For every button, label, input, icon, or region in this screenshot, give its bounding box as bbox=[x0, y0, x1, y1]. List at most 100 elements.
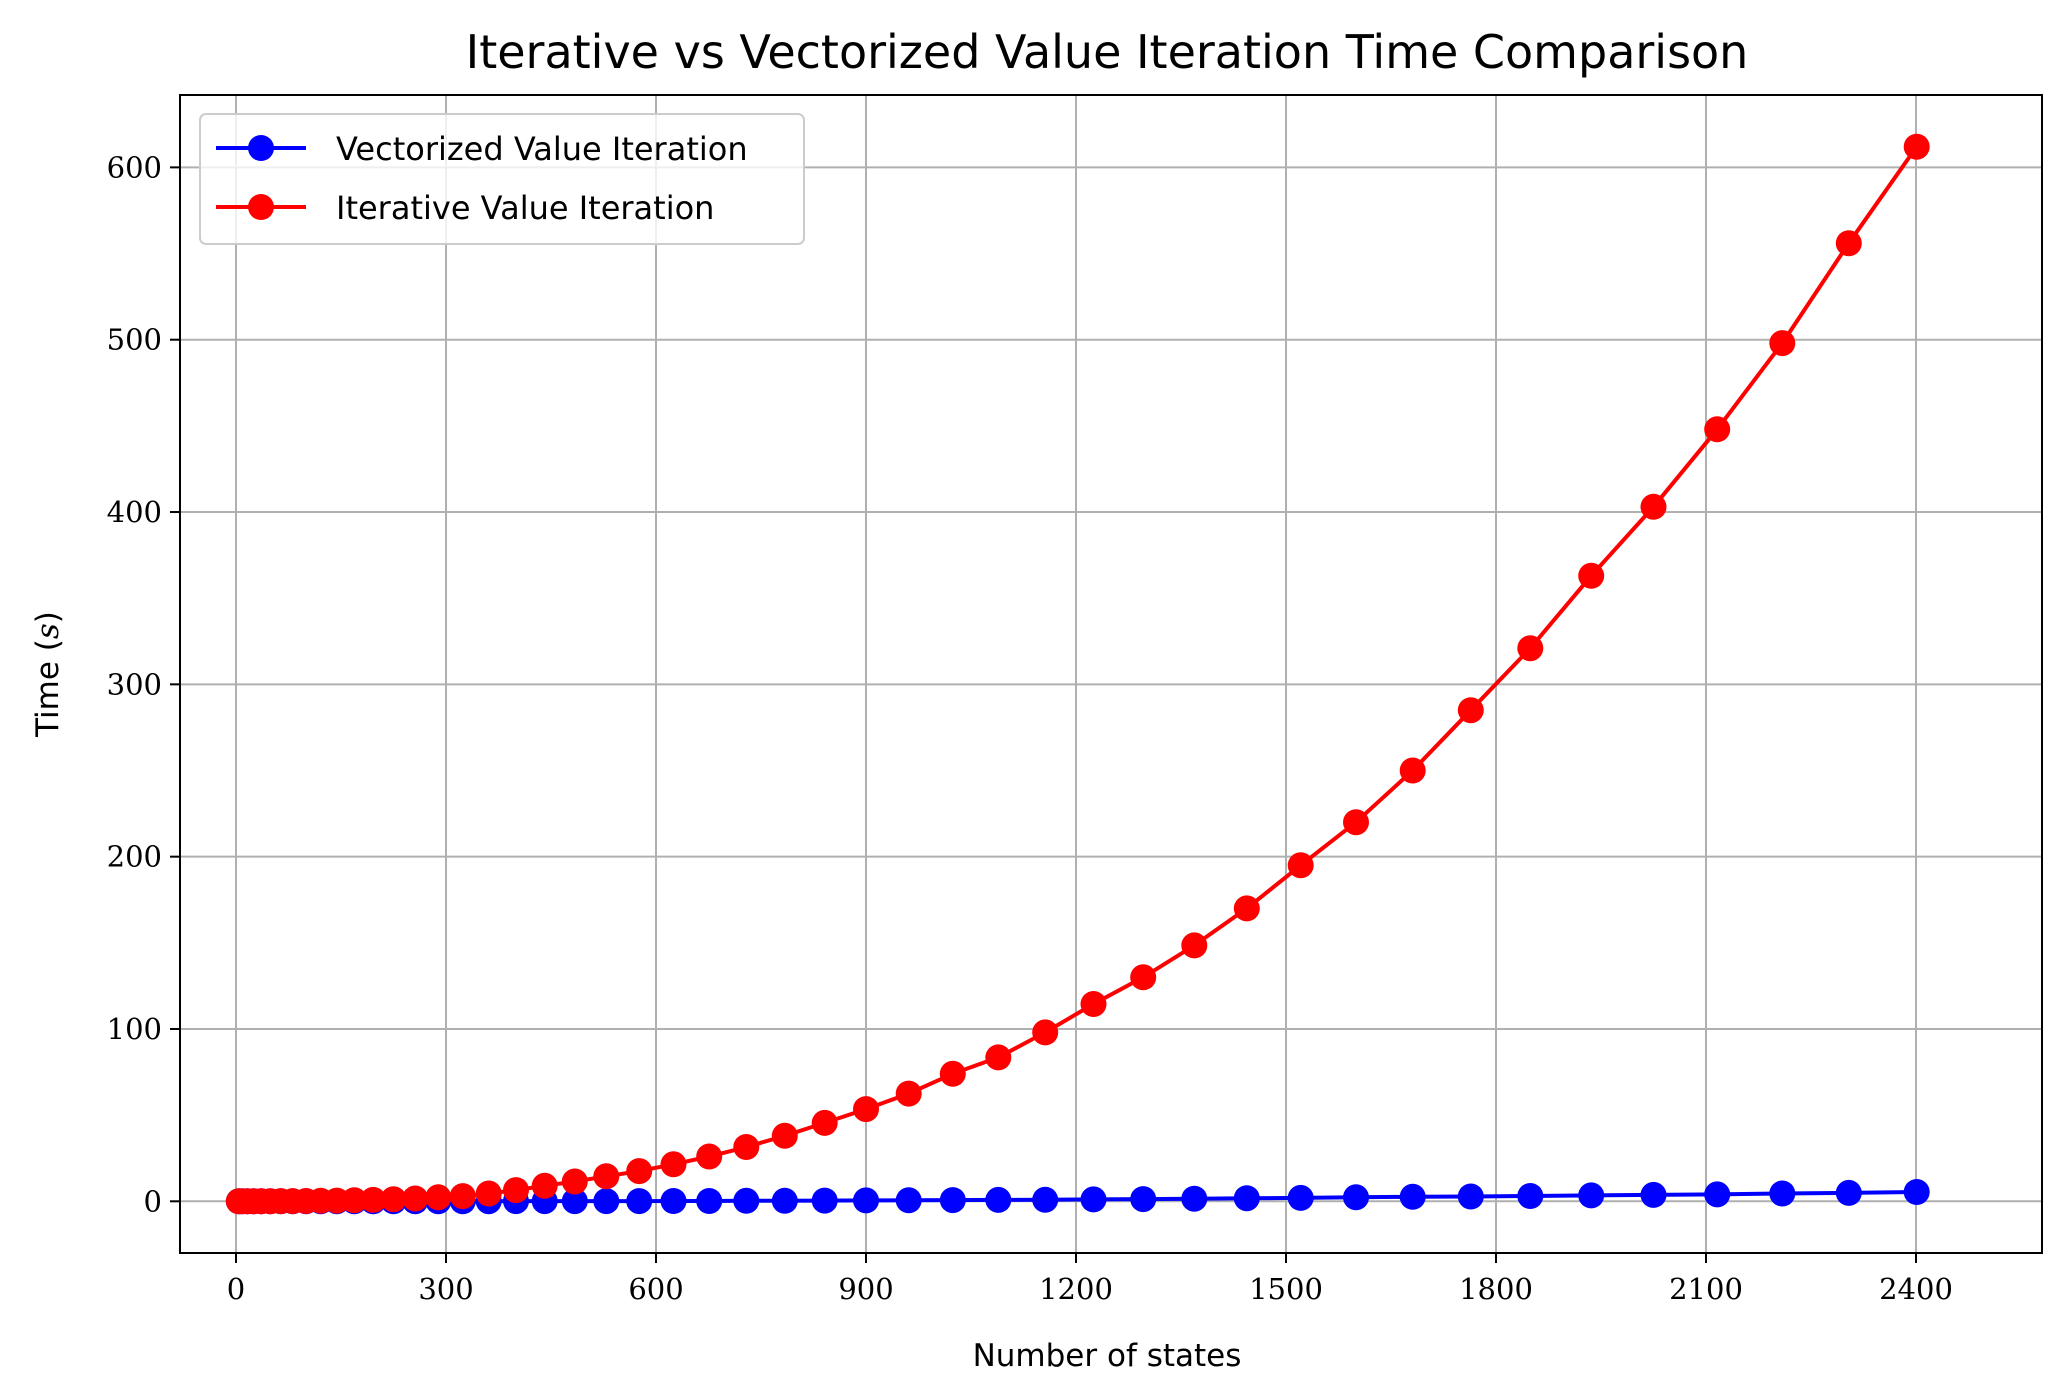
data-point bbox=[895, 1187, 922, 1214]
series-layer bbox=[225, 133, 1930, 1215]
data-point bbox=[360, 1186, 387, 1213]
series-line bbox=[238, 145, 1919, 1204]
data-point bbox=[1457, 1183, 1484, 1210]
x-axis-label: Number of states bbox=[973, 1338, 1242, 1374]
data-point bbox=[1130, 1186, 1157, 1213]
legend-marker-vectorized bbox=[248, 135, 274, 161]
data-point bbox=[853, 1187, 879, 1214]
series-1 bbox=[225, 133, 1930, 1215]
legend-label-vectorized: Vectorized Value Iteration bbox=[336, 130, 748, 168]
data-point bbox=[733, 1187, 760, 1214]
data-point bbox=[895, 1080, 922, 1107]
data-point bbox=[771, 1122, 798, 1149]
legend-label-iterative: Iterative Value Iteration bbox=[336, 189, 714, 227]
data-point bbox=[660, 1188, 687, 1214]
data-point bbox=[503, 1177, 529, 1204]
y-axis-label-var: s bbox=[30, 623, 66, 639]
data-point bbox=[853, 1096, 879, 1123]
y-axis-label-close: ) bbox=[30, 611, 66, 623]
data-point bbox=[939, 1187, 966, 1214]
y-tick-label: 100 bbox=[107, 1012, 162, 1046]
data-point bbox=[733, 1134, 760, 1160]
data-point bbox=[1287, 1184, 1314, 1211]
data-point bbox=[985, 1044, 1012, 1071]
legend-marker-iterative bbox=[248, 194, 274, 220]
data-point bbox=[475, 1180, 502, 1207]
data-point bbox=[1080, 991, 1107, 1017]
x-tick-label: 300 bbox=[418, 1272, 473, 1306]
y-tick-label: 200 bbox=[107, 840, 162, 874]
y-tick-label: 300 bbox=[107, 667, 162, 701]
data-point bbox=[561, 1168, 588, 1195]
x-tick-label: 2400 bbox=[1879, 1272, 1953, 1306]
data-point bbox=[561, 1188, 588, 1215]
data-point bbox=[1640, 493, 1667, 520]
data-point bbox=[531, 1172, 558, 1199]
data-point bbox=[1032, 1186, 1059, 1213]
data-point bbox=[985, 1186, 1012, 1213]
chart-title: Iterative vs Vectorized Value Iteration … bbox=[466, 25, 1749, 79]
x-tick-label: 1200 bbox=[1039, 1272, 1113, 1306]
y-axis-label-text: Time ( bbox=[30, 639, 66, 738]
plot-frame bbox=[179, 94, 2043, 1254]
y-axis-label: Time (s) bbox=[30, 611, 66, 738]
y-axis: 0 100 200 300 400 500 600 bbox=[107, 150, 180, 1218]
data-point bbox=[811, 1109, 838, 1136]
data-point bbox=[1233, 1185, 1260, 1212]
data-point bbox=[1704, 1181, 1731, 1208]
data-point bbox=[1130, 964, 1157, 991]
data-point bbox=[1835, 230, 1862, 257]
legend: Vectorized Value Iteration Iterative Val… bbox=[199, 113, 805, 245]
data-point bbox=[1233, 895, 1260, 922]
data-point bbox=[1181, 1185, 1208, 1212]
data-point bbox=[1287, 852, 1314, 879]
data-point bbox=[626, 1188, 653, 1215]
data-point bbox=[425, 1184, 452, 1211]
data-point bbox=[1517, 635, 1544, 662]
data-point bbox=[1769, 330, 1796, 357]
data-point bbox=[696, 1143, 723, 1170]
data-point bbox=[402, 1185, 429, 1212]
data-point bbox=[1578, 1182, 1605, 1209]
y-tick-label: 400 bbox=[107, 495, 162, 529]
data-point bbox=[1704, 416, 1731, 443]
x-tick-label: 2100 bbox=[1669, 1272, 1743, 1306]
data-point bbox=[380, 1186, 407, 1213]
x-tick-label: 1500 bbox=[1249, 1272, 1323, 1306]
data-point bbox=[593, 1163, 620, 1190]
data-point bbox=[771, 1187, 798, 1214]
data-point bbox=[449, 1183, 476, 1210]
data-point bbox=[626, 1158, 653, 1185]
data-point bbox=[939, 1060, 966, 1087]
y-tick-label: 500 bbox=[107, 323, 162, 357]
data-point bbox=[1181, 932, 1208, 959]
data-point bbox=[341, 1187, 368, 1214]
y-tick-label: 600 bbox=[107, 150, 162, 184]
x-tick-label: 1800 bbox=[1459, 1272, 1533, 1306]
data-point bbox=[811, 1187, 838, 1214]
data-point bbox=[1399, 1183, 1426, 1210]
data-point bbox=[1769, 1180, 1796, 1207]
x-tick-label: 600 bbox=[628, 1272, 683, 1306]
data-point bbox=[593, 1188, 620, 1215]
data-point bbox=[1032, 1019, 1059, 1046]
data-point bbox=[1903, 133, 1930, 160]
data-point bbox=[1343, 1184, 1369, 1211]
legend-box bbox=[199, 113, 805, 245]
data-point bbox=[696, 1188, 723, 1214]
y-tick-label: 0 bbox=[144, 1184, 162, 1218]
data-point bbox=[1578, 562, 1605, 589]
data-point bbox=[1903, 1179, 1930, 1205]
data-point bbox=[1080, 1186, 1107, 1213]
data-point bbox=[1640, 1181, 1667, 1208]
data-point bbox=[1343, 809, 1369, 836]
x-axis: 0 300 600 900 1200 1500 1800 2100 2400 bbox=[227, 1253, 1953, 1306]
grid bbox=[180, 95, 2042, 1253]
data-point bbox=[1517, 1183, 1544, 1209]
data-point bbox=[1835, 1179, 1862, 1206]
data-point bbox=[1457, 697, 1484, 724]
x-tick-label: 900 bbox=[838, 1272, 893, 1306]
x-tick-label: 0 bbox=[227, 1272, 245, 1306]
data-point bbox=[1399, 757, 1426, 784]
